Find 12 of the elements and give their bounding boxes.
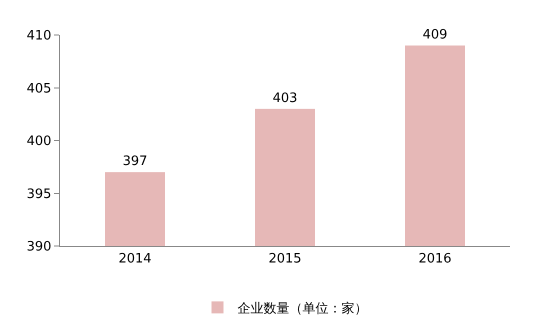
data-label: 397	[122, 154, 148, 170]
x-tick-label: 2014	[118, 252, 152, 267]
y-tick-label: 390	[26, 240, 52, 255]
y-tick-label: 410	[26, 28, 52, 44]
data-label: 403	[272, 90, 298, 106]
legend-label: 企业数量（单位：家）	[238, 300, 368, 316]
data-label: 409	[422, 28, 448, 43]
y-tick-label: 400	[26, 134, 52, 150]
y-tick-label: 405	[26, 81, 52, 96]
y-tick-label: 395	[26, 186, 52, 202]
x-tick-label: 2015	[268, 252, 302, 267]
x-tick-label: 2016	[418, 252, 452, 267]
